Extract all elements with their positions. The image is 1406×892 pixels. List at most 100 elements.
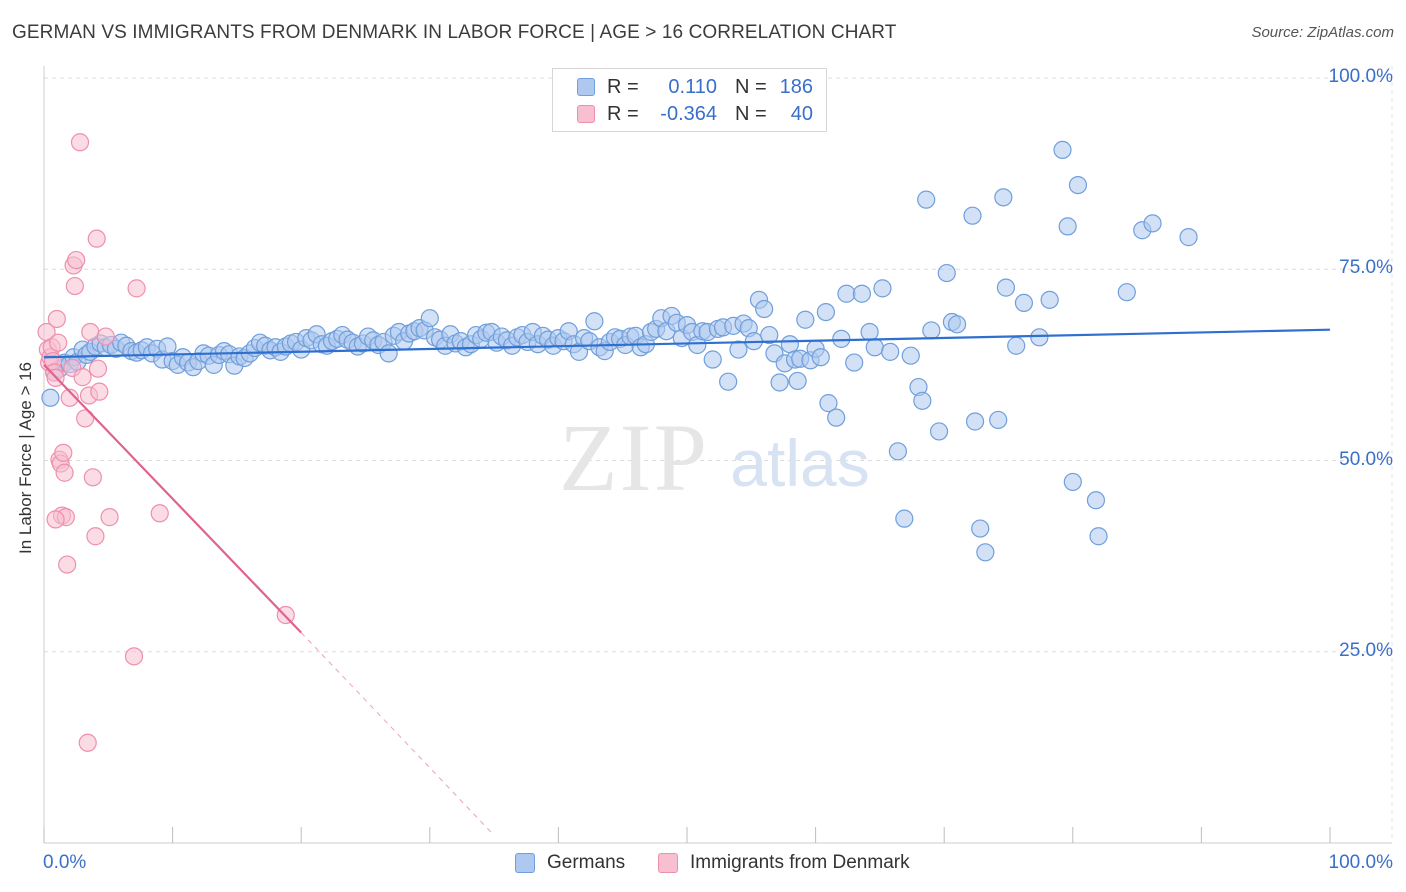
german-point (1089, 527, 1108, 546)
german-point (811, 348, 830, 367)
german-point (816, 302, 835, 322)
denmark-point (65, 276, 84, 296)
german-point (1053, 140, 1072, 160)
legend-swatch-denmark (577, 105, 595, 123)
series-legend-denmark-label: Immigrants from Denmark (690, 852, 910, 873)
watermark-atlas: atlas (730, 426, 869, 500)
german-point (832, 329, 851, 348)
legend-r-label: R = (607, 75, 639, 98)
denmark-point (150, 504, 169, 523)
y-tick-label: 25.0% (1339, 639, 1393, 661)
german-point (837, 284, 856, 303)
series-legend-denmark[interactable]: Immigrants from Denmark (658, 852, 910, 874)
legend-n-label: N = (735, 75, 767, 98)
german-point (780, 335, 799, 354)
german-point (917, 190, 936, 209)
trend-lines (43, 328, 1331, 836)
denmark-point (67, 250, 86, 270)
denmark-trend-extension (300, 632, 495, 836)
legend-r-value: -0.364 (660, 102, 717, 125)
german-point (1007, 336, 1026, 355)
german-point (41, 388, 60, 407)
legend-row-germans: R = 0.110 N = 186 (577, 75, 813, 99)
german-point (719, 372, 738, 391)
german-point (1014, 293, 1034, 313)
german-point (901, 346, 920, 365)
axes (43, 66, 1393, 844)
german-point (937, 263, 956, 283)
german-point (929, 422, 949, 441)
german-trend-line (43, 328, 1331, 359)
watermark-zip: ZIP (559, 404, 709, 511)
source-label: Source: ZipAtlas.com (1251, 24, 1394, 41)
german-point (827, 408, 846, 427)
german-point (922, 321, 941, 340)
german-points (41, 140, 1198, 562)
watermark: ZIP atlas (559, 404, 870, 511)
legend-r-value: 0.110 (668, 75, 717, 98)
series-legend-germans-label: Germans (547, 852, 626, 873)
german-point (989, 410, 1008, 430)
german-point (703, 350, 722, 369)
german-point (819, 394, 838, 413)
german-point (755, 299, 774, 319)
german-point (729, 340, 748, 359)
y-tick-label: 50.0% (1339, 448, 1393, 470)
denmark-point (49, 333, 68, 352)
german-point (852, 284, 871, 303)
y-tick-label: 100.0% (1328, 66, 1393, 87)
german-point (420, 309, 439, 328)
denmark-point (54, 443, 73, 462)
german-point (1058, 217, 1077, 236)
y-tick-label: 75.0% (1339, 257, 1393, 279)
denmark-point (58, 555, 77, 574)
german-point (1143, 214, 1162, 233)
german-point (1086, 491, 1106, 510)
denmark-point (127, 279, 146, 298)
denmark-point (86, 527, 105, 546)
denmark-point (88, 359, 108, 378)
german-point (760, 325, 779, 345)
german-point (965, 412, 985, 431)
german-point (865, 338, 884, 357)
denmark-point (124, 647, 144, 666)
series-legend-germans[interactable]: Germans (515, 852, 625, 874)
legend-swatch-germans (577, 78, 595, 96)
german-point (971, 519, 990, 538)
denmark-point (100, 508, 119, 527)
denmark-point (70, 133, 90, 152)
denmark-point (47, 309, 66, 329)
german-point (860, 322, 879, 342)
denmark-point (96, 327, 115, 346)
german-point (996, 278, 1016, 297)
legend-r-label: R = (607, 102, 639, 125)
german-point (895, 509, 914, 528)
german-point (585, 312, 604, 331)
german-point (796, 310, 815, 329)
denmark-trend-line (43, 364, 302, 634)
legend-row-denmark: R = -0.364 N = 40 (577, 102, 813, 126)
denmark-point (46, 510, 65, 529)
german-point (881, 342, 900, 361)
german-point (976, 543, 995, 562)
series-swatch-denmark (658, 853, 678, 873)
german-point (1179, 228, 1198, 247)
german-point (913, 391, 932, 410)
grid-lines (44, 77, 1392, 653)
legend-n-label: N = (735, 102, 767, 125)
denmark-point (60, 388, 79, 407)
denmark-point (90, 382, 109, 401)
german-point (1030, 328, 1049, 347)
denmark-point (78, 733, 97, 752)
german-point (1068, 176, 1088, 195)
german-point (1063, 472, 1082, 492)
x-tick-label-min: 0.0% (43, 852, 87, 873)
denmark-point (76, 409, 95, 428)
german-point (994, 188, 1013, 207)
denmark-point (73, 368, 92, 387)
german-point (770, 373, 789, 392)
german-point (1117, 283, 1136, 302)
series-legend: Germans Immigrants from Denmark (0, 852, 1406, 876)
german-point (873, 279, 892, 298)
